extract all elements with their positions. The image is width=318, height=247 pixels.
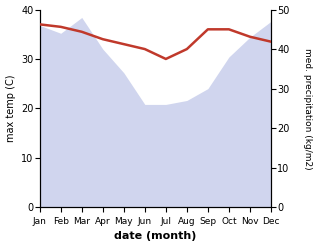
Y-axis label: med. precipitation (kg/m2): med. precipitation (kg/m2)	[303, 48, 313, 169]
Y-axis label: max temp (C): max temp (C)	[5, 75, 16, 142]
X-axis label: date (month): date (month)	[114, 231, 197, 242]
